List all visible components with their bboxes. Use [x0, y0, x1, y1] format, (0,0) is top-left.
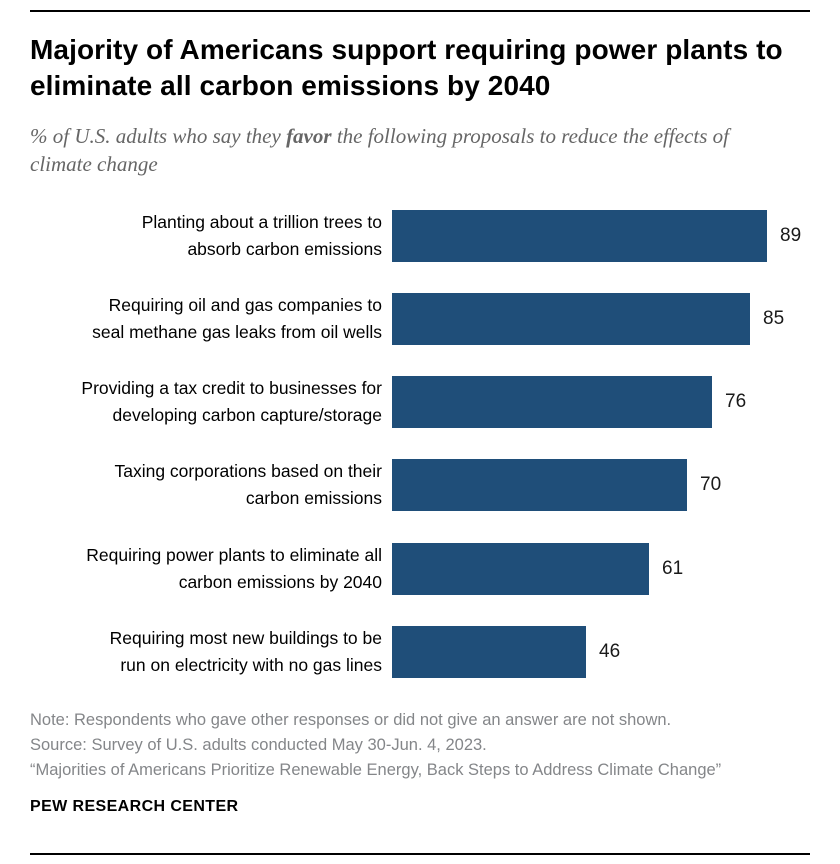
bar-track: 85	[392, 292, 810, 345]
bar-row: Planting about a trillion trees to absor…	[30, 209, 810, 263]
bar-value-label: 70	[700, 474, 722, 496]
bottom-rule	[30, 853, 810, 855]
bar	[392, 459, 687, 512]
bar-category-label: Taxing corporations based on their carbo…	[114, 461, 382, 509]
bar-track: 89	[392, 209, 810, 262]
note-line: Note: Respondents who gave other respons…	[30, 711, 672, 730]
source-line: Source: Survey of U.S. adults conducted …	[30, 735, 487, 754]
bar-value-label: 46	[599, 640, 621, 662]
report-title-line: “Majorities of Americans Prioritize Rene…	[30, 760, 722, 779]
subtitle-suffix: the following proposals to reduce the ef…	[30, 123, 729, 177]
bar-chart: Planting about a trillion trees to absor…	[30, 209, 810, 680]
bar-track: 76	[392, 376, 810, 429]
bar-row: Requiring oil and gas companies to seal …	[30, 292, 810, 346]
bar-row: Providing a tax credit to businesses for…	[30, 375, 810, 429]
bar-value-label: 76	[725, 391, 747, 413]
bar	[392, 625, 586, 678]
bar-category-label: Requiring most new buildings to be run o…	[109, 627, 382, 675]
brand-label: PEW RESEARCH CENTER	[30, 798, 239, 816]
bar-track: 70	[392, 459, 810, 512]
bar-track: 46	[392, 625, 810, 678]
bar-category-label: Providing a tax credit to businesses for…	[81, 378, 382, 426]
bar-row: Requiring most new buildings to be run o…	[30, 625, 810, 679]
subtitle-emphasis: favor	[286, 123, 332, 148]
bar	[392, 542, 649, 595]
bar-value-label: 61	[662, 557, 684, 579]
bar	[392, 292, 750, 345]
bar-track: 61	[392, 542, 810, 595]
bar-value-label: 89	[780, 224, 802, 246]
bar-value-label: 85	[763, 307, 785, 329]
subtitle-prefix: % of U.S. adults who say they	[30, 123, 287, 148]
footnotes: Note: Respondents who gave other respons…	[30, 708, 810, 782]
chart-subtitle: % of U.S. adults who say they favor the …	[30, 122, 750, 179]
bar	[392, 209, 767, 262]
bar-category-label: Requiring oil and gas companies to seal …	[92, 294, 382, 342]
chart-title: Majority of Americans support requiring …	[30, 34, 783, 101]
bar-row: Requiring power plants to eliminate all …	[30, 542, 810, 596]
bar-category-label: Requiring power plants to eliminate all …	[86, 544, 382, 592]
bar-category-label: Planting about a trillion trees to absor…	[141, 211, 382, 259]
bar	[392, 376, 712, 429]
top-rule	[30, 10, 810, 12]
bar-row: Taxing corporations based on their carbo…	[30, 458, 810, 512]
